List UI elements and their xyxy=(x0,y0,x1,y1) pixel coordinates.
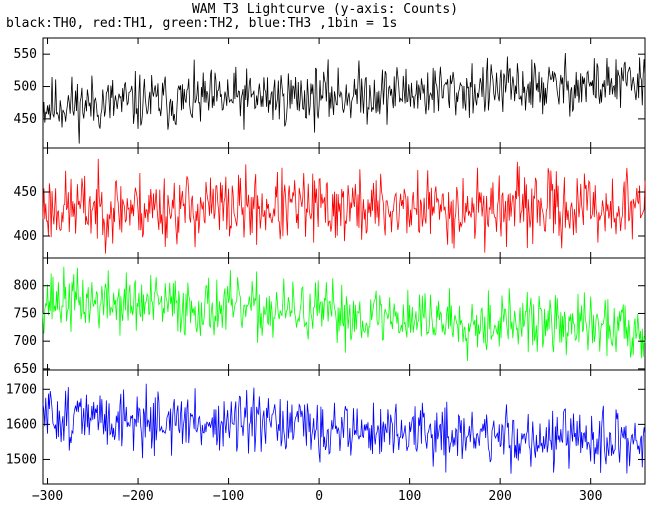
y-tick-label: 450 xyxy=(14,185,37,200)
x-tick-label: −100 xyxy=(213,489,244,504)
y-tick-label: 550 xyxy=(14,47,37,62)
y-tick-label: 1600 xyxy=(6,417,37,432)
panel-frame xyxy=(42,369,646,485)
y-tick-label: 1500 xyxy=(6,452,37,467)
x-axis: −300 −200 −100 0 100 200 300 xyxy=(32,489,603,504)
y-tick-label: 700 xyxy=(14,334,37,349)
series-line-th1 xyxy=(42,158,646,254)
chart-title: WAM T3 Lightcurve (y-axis: Counts) xyxy=(191,2,459,17)
panel-th0: 450 500 550 xyxy=(14,37,646,149)
chart-subtitle: black:TH0, red:TH1, green:TH2, blue:TH3 … xyxy=(6,16,398,31)
panel-th3: 1500 1600 1700 xyxy=(6,369,646,485)
y-tick-label: 1700 xyxy=(6,382,37,397)
x-tick-label: −300 xyxy=(32,489,63,504)
series-line-th0 xyxy=(42,52,646,144)
y-tick-label: 450 xyxy=(14,112,37,127)
series-line-th3 xyxy=(42,383,646,474)
panel-th1: 400 450 xyxy=(14,147,646,259)
y-tick-label: 500 xyxy=(14,80,37,95)
panel-th2: 650 700 750 800 xyxy=(14,257,646,377)
y-tick-label: 800 xyxy=(14,279,37,294)
y-tick-label: 400 xyxy=(14,229,37,244)
x-tick-label: 100 xyxy=(398,489,421,504)
y-tick-label: 750 xyxy=(14,306,37,321)
x-tick-label: 300 xyxy=(579,489,602,504)
series-line-th2 xyxy=(42,266,646,362)
x-tick-label: 0 xyxy=(315,489,323,504)
x-tick-label: 200 xyxy=(488,489,511,504)
x-tick-label: −200 xyxy=(122,489,153,504)
panel-frame xyxy=(42,37,646,149)
y-tick-label: 650 xyxy=(14,362,37,377)
